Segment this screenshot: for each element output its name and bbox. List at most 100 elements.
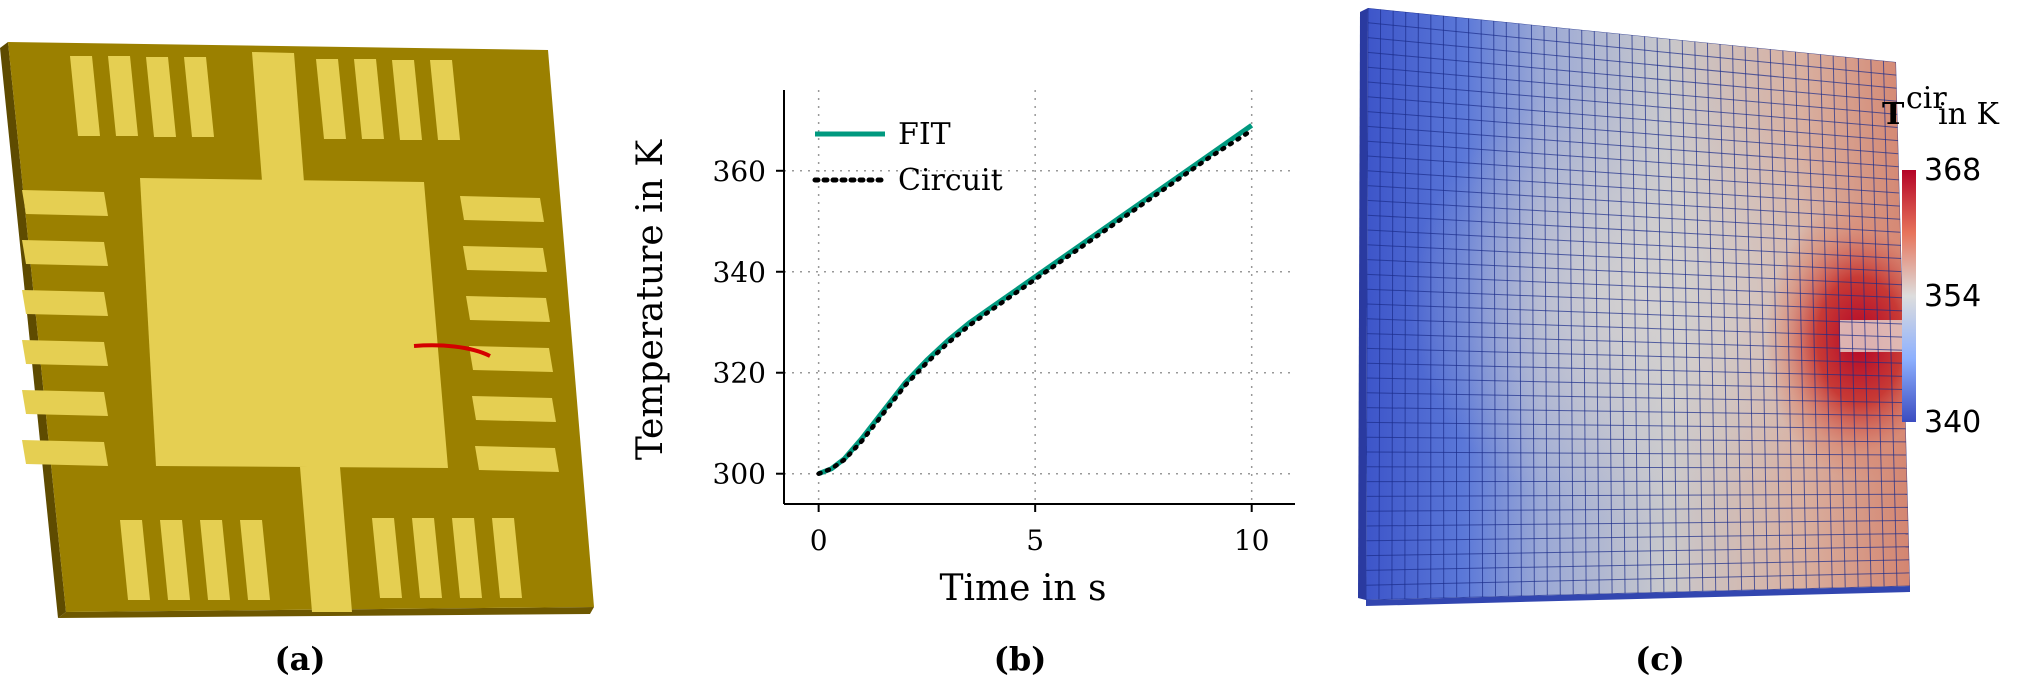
bottom-pin <box>412 518 442 598</box>
mesh-line-h <box>1367 229 1902 259</box>
bottom-pin <box>160 520 190 600</box>
mesh-line-h <box>1367 288 1903 312</box>
right-pin <box>466 296 550 322</box>
bottom-pin <box>492 518 522 598</box>
y-tick-label: 320 <box>713 357 766 390</box>
mesh-line-h <box>1367 140 1900 181</box>
chart-grid <box>784 90 1295 504</box>
bottom-pin <box>200 520 230 600</box>
mesh-line-h <box>1367 259 1902 286</box>
mesh-line-h <box>1367 37 1897 89</box>
panel-a-chip-layout: (a) <box>0 0 600 682</box>
top-pin <box>108 56 138 136</box>
mesh-line-h <box>1366 407 1906 417</box>
chip-side-left <box>0 42 66 618</box>
mesh-line-h <box>1366 506 1908 512</box>
mesh-line-h <box>1367 214 1901 246</box>
mesh-line-h <box>1366 362 1905 377</box>
right-pin <box>469 346 553 372</box>
top-pin <box>430 60 460 140</box>
mesh-line-h <box>1366 392 1906 404</box>
mesh-line-h <box>1367 244 1902 273</box>
top-pin <box>70 56 100 136</box>
legend-circuit-label: Circuit <box>898 163 1003 198</box>
mesh-line-h <box>1366 520 1909 527</box>
bottom-pin <box>240 520 270 600</box>
y-tick-label: 300 <box>713 458 766 491</box>
top-pin <box>354 59 384 139</box>
x-axis-label: Time in s <box>939 568 1106 609</box>
circuit-series-line <box>816 128 1254 476</box>
chart-ticks: 0 5 10 300 320 340 360 <box>713 155 1270 557</box>
mesh-line-h <box>1367 81 1898 128</box>
top-pins <box>70 56 460 140</box>
chart-series <box>816 123 1254 477</box>
left-pin <box>22 440 108 466</box>
mesh-line-h <box>1367 51 1898 102</box>
chip-bottom-strip <box>300 467 352 612</box>
mesh-line-h <box>1367 66 1898 115</box>
left-pins <box>22 190 108 466</box>
chart-legend: FIT Circuit <box>812 117 1003 198</box>
chip-top-strip <box>252 52 304 182</box>
y-tick-label: 360 <box>713 155 766 188</box>
top-pin <box>184 57 214 137</box>
mesh-line-h <box>1366 347 1905 364</box>
left-pin <box>22 340 108 366</box>
colorbar-tick-mid: 354 <box>1924 279 1981 314</box>
right-pins <box>460 196 559 472</box>
colorbar-title-unit: in K <box>1938 97 1999 132</box>
colorbar <box>1902 170 1916 422</box>
plate-surface <box>1366 8 1910 600</box>
right-pin <box>463 246 547 272</box>
mesh-line-h <box>1366 493 1908 497</box>
mesh-line-h <box>1367 125 1899 168</box>
mesh-line-h <box>1367 111 1899 155</box>
left-pin <box>22 290 108 316</box>
mesh-line-h <box>1366 303 1904 325</box>
bottom-pin <box>120 520 150 600</box>
left-pin <box>22 390 108 416</box>
chip-side-bottom <box>58 607 594 618</box>
caption-a: (a) <box>274 640 326 678</box>
y-axis-label: Temperature in K <box>630 139 671 460</box>
mesh-line-h <box>1366 436 1907 443</box>
mesh-line-h <box>1367 155 1900 194</box>
left-pin <box>22 240 108 266</box>
field-svg: T cir in K 368 354 340 <box>1358 8 1999 606</box>
mesh-line-h <box>1366 559 1910 571</box>
mesh-line-h <box>1367 22 1897 76</box>
top-pin <box>146 57 176 137</box>
chip-svg <box>0 42 594 618</box>
top-pin <box>316 59 346 139</box>
mesh-line-h <box>1367 170 1900 207</box>
mesh-line-h <box>1366 466 1907 469</box>
mesh-line-h <box>1366 533 1909 542</box>
mesh-grid <box>1366 8 1910 600</box>
legend-fit-label: FIT <box>898 117 951 152</box>
mesh-line-h <box>1367 185 1901 220</box>
bottom-pin <box>452 518 482 598</box>
caption-c: (c) <box>1635 640 1685 678</box>
mesh-line-h <box>1366 333 1904 351</box>
right-pin <box>460 196 544 222</box>
top-pin <box>392 60 422 140</box>
mesh-line-h <box>1366 451 1907 456</box>
mesh-line-h <box>1366 318 1904 338</box>
red-path-line <box>413 343 491 358</box>
plate-bottom <box>1366 586 1910 606</box>
chip-center-pad <box>140 178 448 468</box>
x-tick-label: 5 <box>1026 524 1044 557</box>
y-tick-label: 340 <box>713 256 766 289</box>
bottom-pins <box>120 518 522 600</box>
bottom-pin <box>372 518 402 598</box>
temperature-chart: 0 5 10 300 320 340 360 Time in s Temperature i… <box>630 90 1295 609</box>
mesh-line-h <box>1366 377 1905 390</box>
right-pin <box>475 446 559 472</box>
x-tick-label: 0 <box>810 524 828 557</box>
mesh-line-h <box>1366 572 1910 586</box>
colorbar-tick-min: 340 <box>1924 405 1981 440</box>
mesh-line-h <box>1366 546 1909 557</box>
mesh-line-h <box>1367 199 1901 233</box>
mesh-line-h <box>1366 421 1906 430</box>
